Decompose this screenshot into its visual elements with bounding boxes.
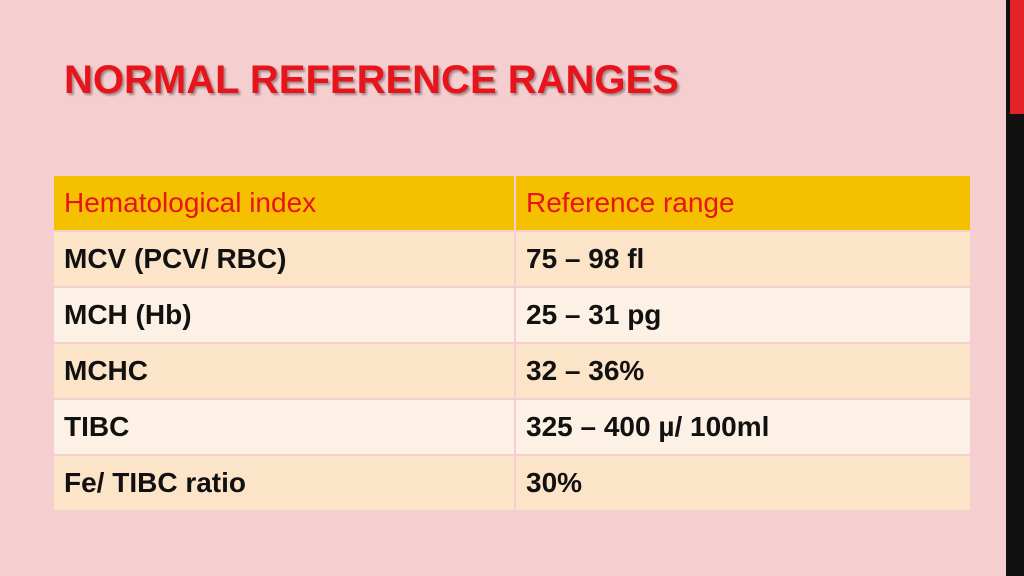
header-row: Hematological index Reference range [52, 174, 972, 232]
table-cell: 25 – 31 pg [514, 286, 972, 344]
table-cell: MCH (Hb) [52, 286, 516, 344]
table-cell: 32 – 36% [514, 342, 972, 400]
table-row: MCV (PCV/ RBC) 75 – 98 fl [52, 230, 972, 288]
table-cell: 30% [514, 454, 972, 512]
table-cell: 325 – 400 µ/ 100ml [514, 398, 972, 456]
table-cell: 75 – 98 fl [514, 230, 972, 288]
table-row: Fe/ TIBC ratio 30% [52, 454, 972, 512]
table-cell: Fe/ TIBC ratio [52, 454, 516, 512]
reference-table: Hematological index Reference range MCV … [52, 174, 972, 512]
column-header: Reference range [514, 174, 972, 232]
table-row: MCHC 32 – 36% [52, 342, 972, 400]
column-header: Hematological index [52, 174, 516, 232]
table-cell: TIBC [52, 398, 516, 456]
title: NORMAL REFERENCE RANGES [64, 58, 679, 102]
table-row: MCH (Hb) 25 – 31 pg [52, 286, 972, 344]
table-row: TIBC 325 – 400 µ/ 100ml [52, 398, 972, 456]
side-bar [1006, 0, 1024, 576]
table-cell: MCHC [52, 342, 516, 400]
side-accent [1010, 0, 1024, 114]
table-cell: MCV (PCV/ RBC) [52, 230, 516, 288]
